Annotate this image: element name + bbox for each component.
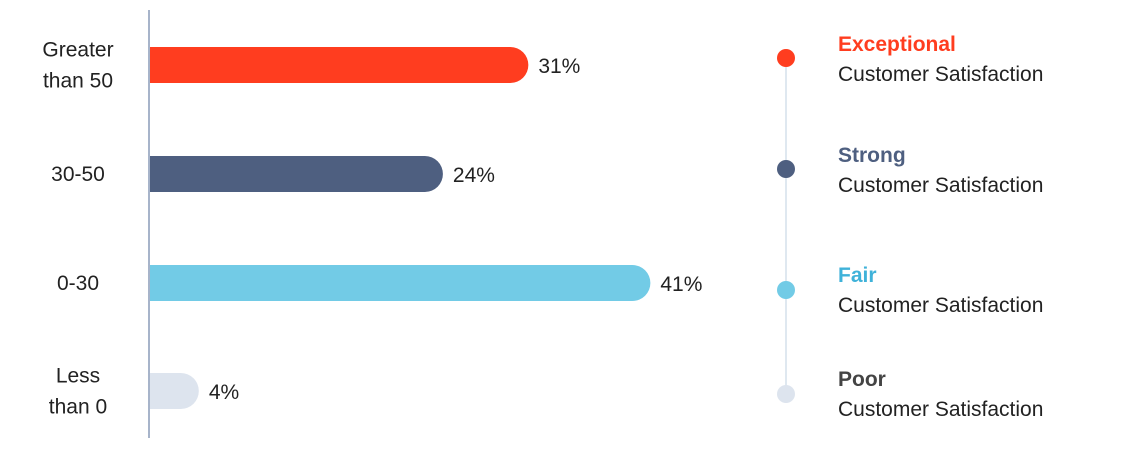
value-label-0: 31% bbox=[538, 55, 580, 78]
value-label-3: 4% bbox=[209, 381, 239, 404]
legend-title-2: Fair bbox=[838, 264, 877, 287]
legend-subtitle-3: Customer Satisfaction bbox=[838, 398, 1043, 421]
category-label-2: 0-30 bbox=[57, 272, 99, 295]
bars-group: 31% Greater than 50 24% 30-50 41% 0-30 4% Less th… bbox=[42, 39, 702, 419]
legend-dot-1 bbox=[777, 160, 795, 178]
legend-subtitle-1: Customer Satisfaction bbox=[838, 174, 1043, 197]
legend-title-3: Poor bbox=[838, 368, 886, 391]
bar-2 bbox=[150, 265, 651, 301]
legend-dot-3 bbox=[777, 385, 795, 403]
category-label-1: 30-50 bbox=[51, 163, 105, 186]
bar-1 bbox=[150, 156, 443, 192]
legend-subtitle-0: Customer Satisfaction bbox=[838, 63, 1043, 86]
legend-dot-2 bbox=[777, 281, 795, 299]
bar-0 bbox=[150, 47, 529, 83]
legend: Exceptional Customer Satisfaction Strong Cu… bbox=[777, 33, 1043, 421]
legend-dot-0 bbox=[777, 49, 795, 67]
legend-title-1: Strong bbox=[838, 144, 906, 167]
legend-title-0: Exceptional bbox=[838, 33, 956, 56]
legend-subtitle-2: Customer Satisfaction bbox=[838, 294, 1043, 317]
value-label-1: 24% bbox=[453, 164, 495, 187]
category-label-0: Greater than 50 bbox=[42, 39, 113, 93]
category-label-3: Less than 0 bbox=[49, 365, 107, 419]
value-label-2: 41% bbox=[660, 273, 702, 296]
bar-3 bbox=[150, 373, 199, 410]
